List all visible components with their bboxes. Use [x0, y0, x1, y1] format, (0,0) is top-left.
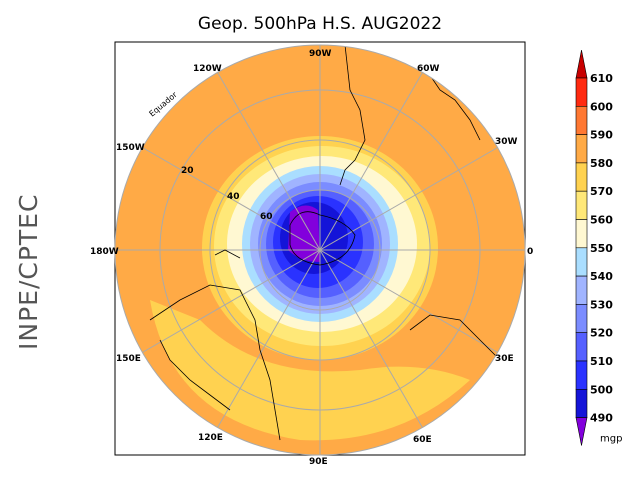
lat-label: 20: [181, 166, 194, 176]
colorbar-segment: [575, 77, 588, 107]
lon-label: 180W: [90, 247, 119, 257]
colorbar-arrow-top: [575, 49, 588, 79]
colorbar-segment: [575, 219, 588, 249]
graticule: [115, 45, 525, 455]
colorbar-segment: [575, 388, 588, 418]
colorbar-tick-label: 560: [590, 214, 613, 227]
lon-label: 150W: [116, 143, 145, 153]
colorbar-tick-label: 510: [590, 355, 613, 368]
colorbar-segment: [575, 304, 588, 333]
lon-label: 30E: [495, 354, 514, 364]
colorbar-tick-label: 540: [590, 270, 613, 283]
lon-label: 120E: [198, 433, 223, 443]
colorbar-tick-label: 490: [590, 412, 613, 425]
lon-label: 90W: [309, 49, 332, 59]
lon-label: 60E: [413, 435, 432, 445]
map-title: Geop. 500hPa H.S. AUG2022: [197, 14, 443, 34]
colorbar-tick-label: 590: [590, 129, 613, 142]
lat-label: 60: [260, 212, 273, 222]
lon-label: 150E: [116, 354, 141, 364]
lon-label: 30W: [495, 137, 518, 147]
lon-label: 0: [527, 247, 533, 257]
colorbar-unit: mgp: [600, 434, 622, 445]
map-boundary: [114, 44, 526, 456]
colorbar-segment: [575, 332, 588, 362]
colorbar-segment: [575, 360, 588, 390]
colorbar-tick-label: 580: [590, 157, 613, 170]
lon-label: 60W: [417, 64, 440, 74]
colorbar-tick-label: 570: [590, 185, 613, 198]
lat-label: 40: [227, 192, 240, 202]
colorbar-segment: [575, 247, 588, 277]
colorbar-tick-label: 530: [590, 298, 613, 311]
colorbar-tick-label: 550: [590, 242, 613, 255]
colorbar-segment: [575, 106, 588, 135]
colorbar-arrow-bottom: [575, 417, 588, 446]
colorbar-tick-label: 610: [590, 72, 613, 85]
colorbar-segment: [575, 162, 588, 192]
colorbar: 610 600 590 580 570 560 550 540 530 520 510 500 490 m…: [575, 49, 622, 446]
colorbar-segment: [575, 275, 588, 305]
colorbar-segment: [575, 134, 588, 164]
colorbar-tick-label: 600: [590, 100, 613, 113]
colorbar-tick-label: 500: [590, 383, 613, 396]
lon-label: 90E: [309, 457, 328, 467]
lon-label: 120W: [193, 64, 222, 74]
colorbar-tick-label: 520: [590, 327, 613, 340]
colorbar-segment: [575, 190, 588, 220]
